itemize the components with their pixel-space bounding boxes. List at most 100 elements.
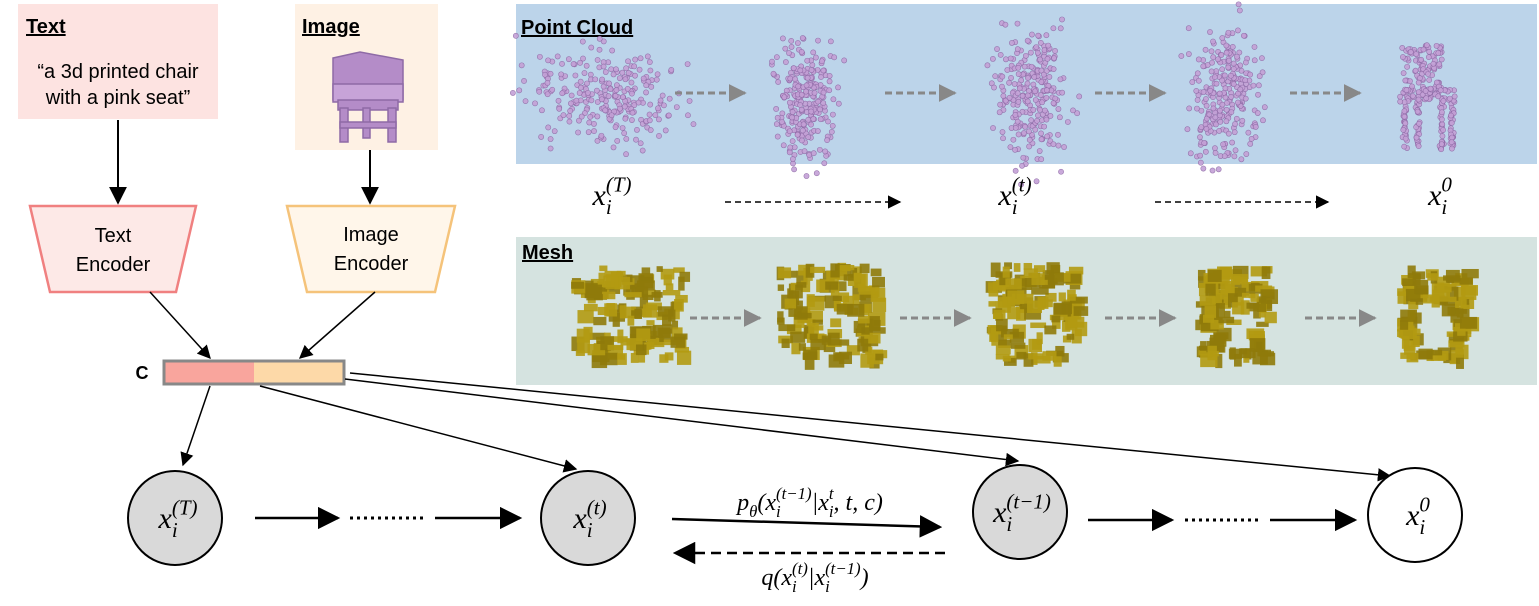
point xyxy=(786,50,792,56)
point xyxy=(572,72,579,79)
point xyxy=(786,99,793,106)
point xyxy=(789,109,796,115)
mesh-patch xyxy=(679,271,691,282)
math-label: x(t) i xyxy=(572,496,606,543)
point xyxy=(573,97,580,104)
point xyxy=(637,55,644,62)
point xyxy=(1021,130,1027,136)
mesh-patch xyxy=(624,292,642,298)
point xyxy=(594,57,601,63)
point xyxy=(1046,74,1053,80)
point xyxy=(585,129,592,136)
point xyxy=(798,91,805,98)
point xyxy=(1402,135,1409,142)
mesh-patch xyxy=(1416,350,1433,359)
point xyxy=(653,76,660,83)
point xyxy=(599,76,606,83)
point xyxy=(984,62,991,69)
point xyxy=(1064,119,1071,125)
mesh-patch xyxy=(1228,348,1242,359)
mesh-patch xyxy=(1032,338,1042,350)
point xyxy=(1413,51,1420,57)
math-sup: (t) xyxy=(587,496,607,520)
point xyxy=(522,98,529,105)
point xyxy=(622,76,629,83)
point xyxy=(625,70,632,76)
point xyxy=(512,32,519,39)
point xyxy=(815,37,821,44)
point xyxy=(619,94,626,100)
point xyxy=(1251,44,1258,50)
encoder-label: Text xyxy=(95,225,132,247)
mesh-patch xyxy=(1033,355,1051,364)
point xyxy=(623,151,629,158)
mesh-patch xyxy=(1436,284,1452,293)
point xyxy=(1074,110,1081,117)
point xyxy=(794,40,801,46)
mesh-patch xyxy=(1051,315,1061,323)
point xyxy=(1061,144,1067,150)
mesh-patch xyxy=(999,272,1012,286)
point xyxy=(826,87,833,94)
mesh-patch xyxy=(810,266,826,273)
mesh-patch xyxy=(1031,287,1049,295)
point xyxy=(547,70,554,77)
point xyxy=(790,65,797,72)
mesh-patch xyxy=(1042,299,1053,308)
point xyxy=(1435,93,1442,100)
point xyxy=(830,96,837,103)
mesh-patch xyxy=(1460,285,1479,296)
mesh-patch xyxy=(656,266,663,272)
point xyxy=(684,61,691,67)
math-sub: i xyxy=(172,518,178,542)
point xyxy=(1178,53,1185,59)
point xyxy=(1229,139,1236,146)
point xyxy=(789,138,796,145)
mesh-patch xyxy=(1046,262,1060,275)
arrow xyxy=(344,378,1020,467)
point xyxy=(990,125,996,131)
point xyxy=(1221,72,1228,79)
mesh-patch xyxy=(1449,350,1461,365)
mesh-patch xyxy=(1005,278,1022,290)
mesh-patch xyxy=(1045,292,1057,302)
math-sup: (t) xyxy=(792,559,808,578)
point xyxy=(1194,70,1201,77)
mesh-patch xyxy=(600,352,618,366)
mesh-patch xyxy=(652,324,663,337)
math-base: p xyxy=(735,490,749,516)
mesh-patch xyxy=(1210,334,1227,347)
point xyxy=(1014,118,1021,125)
mesh-patch xyxy=(1219,303,1231,309)
point xyxy=(1006,94,1013,101)
mesh-patch xyxy=(990,262,1001,278)
mesh-patch xyxy=(1004,262,1013,270)
point xyxy=(636,66,643,73)
point xyxy=(1033,178,1040,185)
point xyxy=(1210,54,1217,61)
mesh-patch xyxy=(1459,278,1473,285)
point xyxy=(584,80,590,87)
math-base: , t, c) xyxy=(834,490,883,516)
point xyxy=(1057,25,1064,32)
point xyxy=(554,53,561,60)
point xyxy=(668,67,675,73)
mesh-patch xyxy=(670,336,686,348)
mesh-patch xyxy=(838,292,850,303)
point xyxy=(1225,29,1232,36)
point xyxy=(994,46,1000,52)
mesh-patch xyxy=(612,312,620,327)
point xyxy=(619,69,626,76)
mesh-patch xyxy=(1448,340,1465,348)
point xyxy=(775,79,782,85)
mesh-patch xyxy=(996,318,1008,332)
point xyxy=(1219,77,1226,84)
point xyxy=(1220,141,1227,148)
mesh-patch xyxy=(1004,357,1017,366)
point xyxy=(1002,56,1009,63)
point xyxy=(1004,67,1011,73)
point xyxy=(799,35,806,41)
point xyxy=(1185,51,1192,57)
point xyxy=(1438,109,1445,116)
point xyxy=(634,126,640,133)
